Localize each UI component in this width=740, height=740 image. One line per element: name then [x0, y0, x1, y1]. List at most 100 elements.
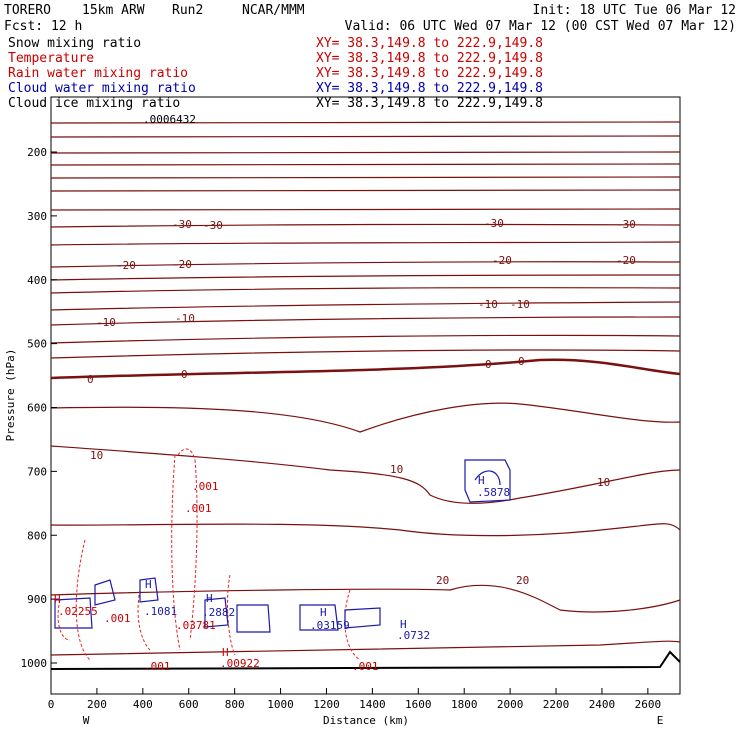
contour-line [299, 604, 339, 631]
contour-line [50, 135, 681, 138]
legend-xy-rain: XY= 38.3,149.8 to 222.9,149.8 [316, 66, 543, 81]
y-tick-label: 600 [27, 402, 47, 415]
contour-line [50, 189, 681, 192]
contour-line [137, 589, 151, 651]
org-label: NCAR/MMM [242, 3, 305, 18]
contour-label: 10 [597, 476, 610, 489]
model-name: TORERO [4, 3, 51, 18]
contour-label: -30 [172, 218, 192, 231]
run-label: Run2 [172, 3, 203, 18]
x-tick-label: 0 [48, 698, 55, 711]
forecast-hour: Fcst: 12 h [4, 19, 82, 34]
y-tick-label: 700 [27, 465, 47, 478]
contour-line [50, 223, 681, 228]
east-label: E [657, 714, 664, 727]
plot-frame [50, 96, 681, 695]
contour-label: H [222, 646, 229, 659]
contour-label: H [400, 618, 407, 631]
y-tick-label: 200 [27, 146, 47, 159]
contour-line [50, 301, 681, 311]
y-tick-label: 800 [27, 529, 47, 542]
x-tick-label: 400 [133, 698, 153, 711]
contour-line [50, 358, 681, 380]
temperature-contours [50, 121, 681, 656]
x-tick-label: 1000 [267, 698, 294, 711]
contour-line [344, 607, 381, 629]
legend-label-cloud-ice: Cloud ice mixing ratio [8, 96, 180, 111]
contour-line [227, 574, 236, 656]
contour-label: 0 [518, 355, 525, 368]
contour-line [50, 121, 681, 124]
contour-line [171, 454, 181, 651]
legend-label-cloud-water: Cloud water mixing ratio [8, 81, 196, 96]
contour-label: .001 [144, 660, 171, 673]
contour-line [50, 316, 681, 326]
contour-label: H [54, 593, 61, 606]
contour-label: -10 [478, 298, 498, 311]
legend-xy-snow: XY= 38.3,149.8 to 222.9,149.8 [316, 36, 543, 51]
y-axis: 200 300 400 500 600 700 800 900 1000 [21, 146, 57, 670]
cloud-ice-label: .0006432 [143, 113, 196, 126]
contour-label: -10 [96, 316, 116, 329]
contour-label: 20 [516, 574, 529, 587]
contour-label: -20 [116, 259, 136, 272]
contour-label: -10 [510, 298, 530, 311]
legend-label-temperature: Temperature [8, 51, 94, 66]
contour-line [464, 459, 511, 503]
contour-label: H [320, 606, 327, 619]
contour-label: H [478, 474, 485, 487]
contour-line [50, 261, 681, 268]
resolution: 15km ARW [82, 3, 145, 18]
legend-label-rain: Rain water mixing ratio [8, 66, 188, 81]
legend-label-snow: Snow mixing ratio [8, 36, 141, 51]
contour-line [236, 604, 271, 633]
legend-xy-temperature: XY= 38.3,149.8 to 222.9,149.8 [316, 51, 543, 66]
x-axis-label: Distance (km) [323, 714, 409, 727]
contour-label: .1081 [144, 605, 177, 618]
contour-line [50, 584, 681, 613]
contour-line [50, 287, 681, 294]
west-label: W [83, 714, 90, 727]
contour-line [50, 402, 681, 433]
y-tick-label: 400 [27, 274, 47, 287]
x-tick-label: 2000 [497, 698, 524, 711]
contour-line [189, 459, 198, 641]
y-axis-label: Pressure (hPa) [4, 349, 17, 442]
contour-line [50, 241, 681, 246]
contour-label: .001 [192, 480, 219, 493]
contour-label: -20 [492, 254, 512, 267]
y-tick-label: 1000 [21, 657, 48, 670]
init-time: Init: 18 UTC Tue 06 Mar 12 [533, 3, 737, 18]
contour-label: -20 [616, 254, 636, 267]
contour-label: .03159 [310, 619, 350, 632]
x-tick-label: 2200 [543, 698, 570, 711]
contour-label: 0 [485, 358, 492, 371]
valid-time: Valid: 06 UTC Wed 07 Mar 12 (00 CST Wed … [345, 19, 736, 34]
contour-label: .02255 [58, 605, 98, 618]
legend-xy-cloud-ice: XY= 38.3,149.8 to 222.9,149.8 [316, 96, 543, 111]
contour-label: .001 [352, 660, 379, 673]
contour-line [50, 640, 681, 656]
contour-line [75, 539, 91, 661]
contour-line [50, 274, 681, 281]
contour-line [54, 597, 93, 629]
rain-water-labels: H .02255 .001 .03781 H .00922 .001 .001 … [54, 480, 379, 673]
contour-line [177, 448, 196, 461]
contour-line [50, 349, 681, 359]
contour-line [50, 334, 681, 344]
x-tick-label: 1600 [405, 698, 432, 711]
cloud-water-contours [54, 459, 511, 633]
temperature-labels: -30 -30 -30 -30 -20 -20 -20 -20 -10 -10 … [87, 217, 636, 587]
y-tick-label: 500 [27, 338, 47, 351]
ground-line [50, 650, 681, 670]
y-tick-label: 300 [27, 210, 47, 223]
contour-label: 0 [181, 368, 188, 381]
contour-label: 10 [390, 463, 403, 476]
contour-label: 0 [87, 373, 94, 386]
contour-line [50, 208, 681, 211]
legend: Snow mixing ratio XY= 38.3,149.8 to 222.… [8, 36, 543, 111]
x-tick-label: 2400 [589, 698, 616, 711]
x-tick-label: 600 [179, 698, 199, 711]
x-tick-label: 1800 [451, 698, 478, 711]
contour-label: .2882 [202, 606, 235, 619]
